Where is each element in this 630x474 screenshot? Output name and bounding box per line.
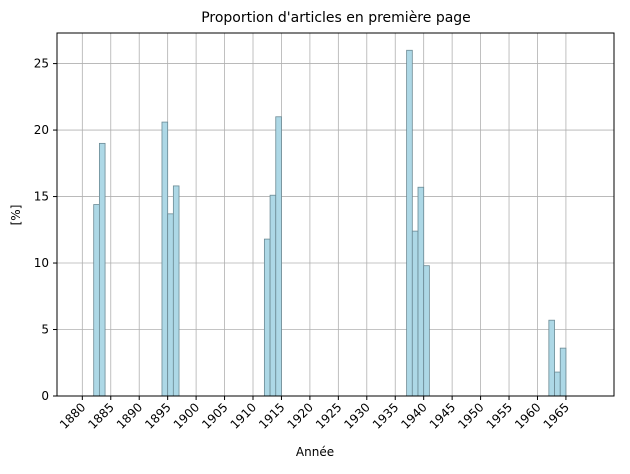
- x-tick-label: 1965: [541, 400, 572, 431]
- x-tick-label: 1955: [484, 400, 515, 431]
- bar: [161, 121, 169, 397]
- bar: [423, 265, 430, 397]
- bar: [559, 347, 567, 397]
- bar: [275, 116, 282, 397]
- y-tick-label: 15: [34, 190, 49, 204]
- x-axis-label: Année: [296, 445, 334, 459]
- x-tick-label: 1960: [512, 400, 543, 431]
- x-tick-label: 1880: [57, 400, 88, 431]
- bar: [411, 230, 419, 397]
- x-tick-label: 1935: [370, 400, 401, 431]
- bar: [167, 213, 174, 397]
- plot-frame: [56, 32, 615, 397]
- x-tick-label: 1945: [427, 400, 458, 431]
- y-axis-label: [%]: [9, 205, 23, 226]
- chart-title: Proportion d'articles en première page: [201, 10, 471, 26]
- x-tick-label: 1890: [114, 400, 145, 431]
- x-tick-label: 1940: [398, 400, 429, 431]
- x-tick-label: 1905: [199, 400, 230, 431]
- x-tick-label: 1925: [313, 400, 344, 431]
- y-tick-label: 0: [41, 389, 49, 403]
- x-tick-label: 1920: [285, 400, 316, 431]
- y-tick-label: 20: [34, 123, 49, 137]
- bar: [554, 371, 561, 397]
- bar: [93, 204, 100, 397]
- bar: [417, 186, 425, 397]
- x-tick-label: 1885: [85, 400, 116, 431]
- x-tick-label: 1900: [171, 400, 202, 431]
- y-tick-label: 5: [41, 323, 49, 337]
- x-tick-label: 1915: [256, 400, 287, 431]
- x-tick-label: 1910: [228, 400, 259, 431]
- y-tick-label: 25: [34, 57, 49, 71]
- bar: [263, 238, 271, 397]
- x-tick-label: 1950: [455, 400, 486, 431]
- bar: [406, 49, 413, 397]
- x-tick-label: 1895: [142, 400, 173, 431]
- x-tick-label: 1930: [341, 400, 372, 431]
- bar: [548, 319, 555, 397]
- bar: [269, 194, 277, 397]
- y-tick-label: 10: [34, 256, 49, 270]
- bar: [172, 185, 180, 397]
- bar: [98, 142, 106, 397]
